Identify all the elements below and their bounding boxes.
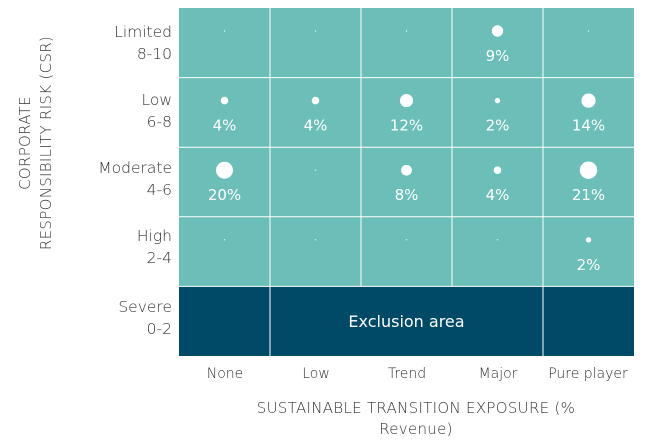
column-label-major: Major [478,366,518,382]
bubble-moderate-trend [401,164,412,176]
exclusion-row [179,286,634,356]
bubble-moderate-none [216,161,233,179]
bubble-low-major [494,97,501,104]
data-label: 8% [395,186,419,204]
y-axis-title: CORPORATE RESPONSIBILITY RISK (CSR) [15,36,57,250]
row-label-name: High [136,227,172,245]
data-label: 4% [213,117,237,135]
row-label-high: High 2-4 [52,225,172,269]
bubble-moderate-major [493,166,502,174]
bubble-limited-pure-player [587,30,590,32]
data-label: 9% [486,47,510,65]
row-label-range: 4-6 [146,181,172,199]
data-label: 2% [577,256,601,274]
bubble-limited-low [314,30,317,32]
y-axis-title-line-1: CORPORATE [16,96,34,190]
exclusion-label: Exclusion area [348,312,464,331]
row-label-moderate: Moderate 4-6 [52,157,172,201]
data-label: 4% [486,186,510,204]
bubble-low-none [220,96,229,105]
x-axis-title: SUSTAINABLE TRANSITION EXPOSURE (% Reven… [206,398,626,440]
column-label-trend: Trend [387,366,427,382]
bubble-moderate-pure-player [579,161,598,179]
column-label-none: None [206,366,244,382]
bubble-low-low [311,96,320,105]
bubble-limited-trend [405,30,408,32]
row-label-severe: Severe 0-2 [52,296,172,340]
bubble-limited-major [491,25,504,37]
data-label: 20% [208,186,241,204]
row-label-name: Low [141,91,172,109]
column-label-low: Low [302,366,330,382]
data-label: 2% [486,117,510,135]
bubble-low-pure-player [581,93,596,108]
x-axis-title-line-2: Revenue) [379,420,453,438]
bubble-high-low [314,239,317,241]
row-label-range: 6-8 [146,113,172,131]
data-label: 14% [572,117,605,135]
row-label-range: 0-2 [146,320,172,338]
row-label-low: Low 6-8 [52,89,172,133]
row-label-range: 8-10 [136,45,172,63]
row-label-name: Limited [114,23,172,41]
row-label-name: Severe [118,298,172,316]
data-label: 21% [572,186,605,204]
bubble-high-trend [405,239,408,241]
row-label-name: Moderate [98,159,172,177]
data-label: 4% [304,117,328,135]
bubble-high-none [223,239,226,241]
y-axis-title-line-2: RESPONSIBILITY RISK (CSR) [37,35,55,251]
row-label-limited: Limited 8-10 [52,21,172,65]
bubble-moderate-low [314,169,317,171]
data-label: 12% [390,117,423,135]
bubble-limited-none [223,30,226,32]
bubble-low-trend [399,94,414,108]
row-label-range: 2-4 [146,249,172,267]
bubble-high-pure-player [585,237,592,243]
bubble-high-major [496,239,499,241]
column-label-pure-player: Pure player [548,366,628,382]
x-axis-title-line-1: SUSTAINABLE TRANSITION EXPOSURE (% [256,399,576,417]
